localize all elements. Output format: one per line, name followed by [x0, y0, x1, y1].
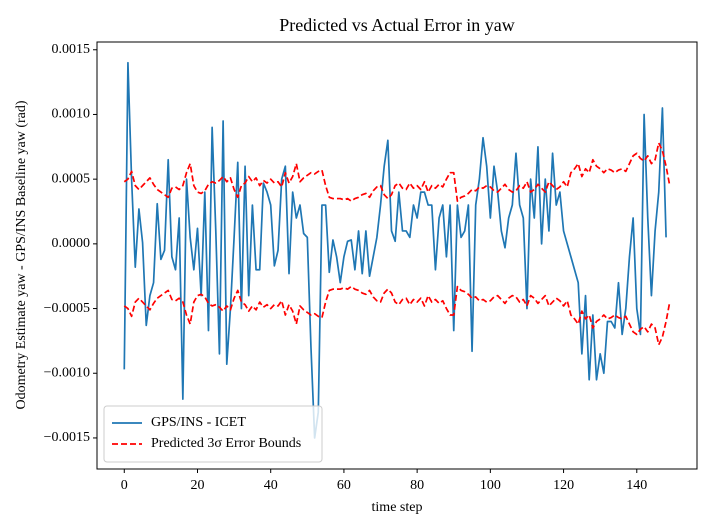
y-tick-label: −0.0010	[44, 365, 90, 380]
x-tick-label: 40	[264, 478, 278, 493]
plot-frame	[96, 41, 698, 470]
x-axis-label: time step	[372, 500, 423, 515]
x-tick-label: 100	[480, 478, 501, 493]
y-tick-label: 0.0015	[52, 42, 91, 57]
x-tick-label: 20	[190, 478, 204, 493]
y-axis-label: Odometry Estimate yaw - GPS/INS Baseline…	[14, 100, 29, 409]
y-tick-label: 0.0005	[52, 171, 91, 186]
chart-title: Predicted vs Actual Error in yaw	[279, 15, 514, 35]
x-tick-label: 140	[626, 478, 647, 493]
y-tick-label: 0.0000	[52, 236, 91, 251]
y-tick-label: 0.0010	[52, 107, 91, 122]
legend-label: GPS/INS - ICET	[151, 415, 246, 430]
y-tick-label: −0.0015	[44, 430, 90, 445]
series-line	[123, 285, 671, 346]
x-tick-label: 60	[337, 478, 351, 493]
legend-box	[103, 405, 323, 463]
series-line	[123, 61, 667, 439]
y-tick-label: −0.0005	[44, 301, 90, 316]
x-tick-label: 120	[553, 478, 574, 493]
legend-label: Predicted 3σ Error Bounds	[151, 436, 301, 451]
series-line	[123, 142, 671, 202]
x-tick-label: 80	[410, 478, 424, 493]
x-tick-label: 0	[121, 478, 128, 493]
